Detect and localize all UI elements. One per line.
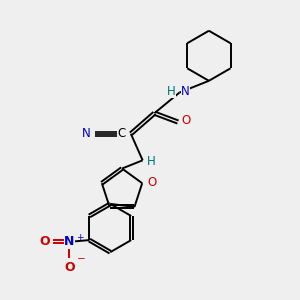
Text: +: + <box>76 233 83 242</box>
Text: O: O <box>39 235 50 248</box>
Text: N: N <box>82 127 91 140</box>
Text: N: N <box>181 85 190 98</box>
Text: H: H <box>167 85 176 98</box>
Text: C: C <box>117 127 126 140</box>
Text: N: N <box>64 235 74 248</box>
Text: O: O <box>182 114 191 127</box>
Text: O: O <box>64 261 75 274</box>
Text: −: − <box>77 254 85 264</box>
Text: O: O <box>148 176 157 189</box>
Text: H: H <box>147 155 156 168</box>
